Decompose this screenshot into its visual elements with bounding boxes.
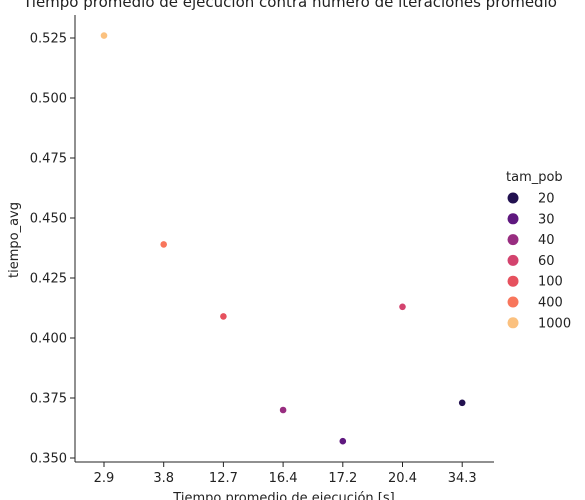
x-tick-label: 34.3: [448, 471, 477, 486]
axes: 0.350 0.375 0.400 0.425 0.450 0.475 0.500 0.525…: [30, 15, 494, 486]
y-tick-label: 0.400: [30, 332, 67, 347]
y-tick-label: 0.450: [30, 212, 67, 227]
x-tick-label: 12.7: [209, 471, 238, 486]
x-tick-label: 3.8: [153, 471, 174, 486]
chart-title: Tiempo promedio de ejecución contra núme…: [22, 0, 557, 11]
legend-label: 1000: [538, 316, 571, 331]
x-tick-label: 20.4: [388, 471, 417, 486]
x-tick-label: 16.4: [269, 471, 298, 486]
data-points: [100, 32, 466, 445]
legend-marker: [507, 192, 519, 204]
data-point: [100, 32, 108, 39]
y-tick-label: 0.500: [30, 92, 67, 107]
data-point: [399, 303, 406, 311]
legend-marker: [507, 275, 519, 287]
y-tick-label: 0.375: [30, 392, 67, 407]
legend-label: 400: [538, 296, 563, 311]
y-axis-title: tiempo_avg: [7, 202, 22, 278]
data-point: [220, 313, 227, 320]
x-tick-label: 2.9: [94, 471, 115, 486]
x-tick-label: 17.2: [328, 471, 357, 486]
legend-label: 60: [538, 254, 555, 269]
legend-title: tam_pob: [506, 170, 563, 185]
legend-marker: [507, 296, 519, 308]
legend-label: 30: [538, 212, 555, 227]
legend-marker: [507, 254, 519, 266]
legend-marker: [507, 317, 519, 329]
y-tick-label: 0.475: [30, 152, 67, 167]
x-axis-title: Tiempo promedio de ejecución [s]: [172, 491, 394, 500]
legend-label: 100: [538, 275, 563, 290]
legend-label: 40: [538, 233, 555, 248]
data-point: [160, 241, 167, 248]
legend-marker: [507, 213, 519, 225]
legend: tam_pob 20 30 40 60 100 400 1000: [506, 170, 571, 331]
data-point: [339, 437, 347, 445]
legend-label: 20: [538, 192, 555, 207]
y-tick-label: 0.350: [30, 452, 67, 467]
legend-marker: [507, 234, 519, 246]
y-tick-label: 0.525: [30, 32, 67, 47]
data-point: [279, 406, 287, 414]
y-tick-label: 0.425: [30, 272, 67, 287]
data-point: [458, 399, 466, 407]
